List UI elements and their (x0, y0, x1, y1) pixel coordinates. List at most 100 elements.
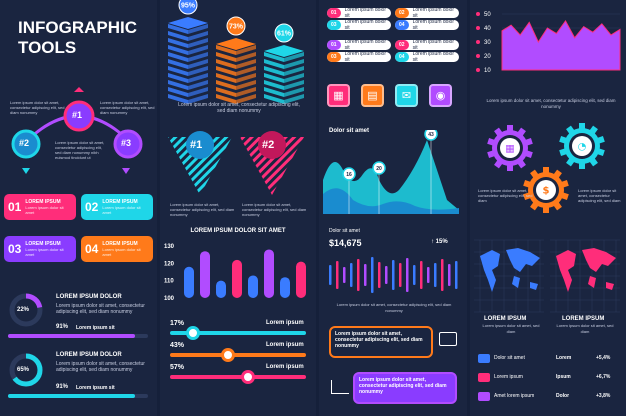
donut-chart-2 (9, 353, 43, 387)
pill-text: Lorem ipsum dolor sit (412, 39, 454, 51)
slider-handle[interactable] (186, 326, 201, 340)
area-chart-2: 50 40 30 20 10 (476, 12, 621, 74)
mail-icon[interactable]: ✉ (395, 84, 418, 107)
stock-bar (392, 260, 395, 290)
pill-number: 01 (327, 8, 341, 18)
card-01[interactable]: 01 LOREM IPSUM Lorem ipsum dolor sit amet (4, 194, 76, 220)
pill-item[interactable]: 03 Lorem ipsum dolor sit (327, 51, 391, 63)
slider-label: Lorem ipsum (266, 364, 304, 370)
card-sub: Lorem ipsum dolor sit amet (25, 247, 64, 257)
area2-caption: Lorem ipsum dolor sit amet, consectetur … (486, 98, 616, 109)
slider-label: Lorem ipsum (266, 342, 304, 348)
calendar-gear: ▦ (487, 125, 533, 171)
pill-item[interactable]: 04 Lorem ipsum dolor sit (395, 19, 459, 31)
pill-text: Lorem ipsum dolor sit (412, 7, 454, 19)
card-sub: Lorem ipsum dolor sit amet (25, 205, 64, 215)
bar (296, 261, 306, 298)
column-3: Dolor sit amet 16 20 43 Dolor sit amet $14… (319, 0, 467, 416)
pill-text: Lorem ipsum dolor sit (344, 51, 386, 63)
pill-number: 03 (327, 52, 341, 62)
column-2: 95% 73% 61% Lorem ipsum dolor sit amet, co… (160, 0, 316, 416)
bar-chart-title: LOREM IPSUM DOLOR SIT AMET (190, 228, 286, 234)
cube-value-bubble (226, 16, 246, 36)
cube-value-label: 61% (277, 31, 292, 38)
stock-bar-chart (329, 257, 458, 293)
slider-handle[interactable] (240, 370, 255, 384)
pill-item[interactable]: 04 Lorem ipsum dolor sit (395, 51, 459, 63)
pill-item[interactable]: 02 Lorem ipsum dolor sit (395, 7, 459, 19)
area2-series (501, 20, 621, 71)
cube-bar: 95% (168, 0, 208, 104)
slider-track[interactable] (170, 353, 306, 357)
svg-text:$: $ (543, 186, 550, 197)
slider-label: Lorem ipsum (266, 320, 304, 326)
stock-bar (357, 259, 360, 291)
calendar-icon[interactable]: ▦ (327, 84, 350, 107)
column-1: INFOGRAPHIC TOOLS #1 #2 #3 Lorem ipsum d… (0, 0, 157, 416)
cycle-text-left: Lorem ipsum dolor sit amet, consectetur … (10, 100, 65, 115)
map-2-text: Lorem ipsum dolor sit amet, sed diam (556, 323, 614, 334)
stock-bar (441, 259, 444, 291)
gear-text-right: Lorem ipsum dolor sit amet, consectetur … (578, 188, 621, 203)
stock-value: $14,675 (329, 238, 362, 248)
cube-value-label: 95% (181, 3, 196, 10)
document-icon[interactable]: ▤ (361, 84, 384, 107)
cube-bar-chart: 95% 73% 61% (168, 0, 304, 104)
callout-1-text: Lorem ipsum dolor sit amet, consectetur … (335, 331, 423, 349)
area-series-2 (323, 188, 459, 214)
tick-dot (476, 54, 480, 58)
map-2-title: LOREM IPSUM (562, 316, 605, 322)
camera-icon[interactable]: ◉ (429, 84, 452, 107)
cube-value-label: 73% (229, 24, 244, 31)
bar-tick-label: 120 (164, 261, 175, 267)
bar (200, 251, 210, 298)
bar (216, 280, 226, 298)
donut-chart-1 (9, 293, 43, 327)
svg-text:▦: ▦ (505, 144, 514, 155)
slider-track[interactable] (170, 375, 306, 379)
pill-item[interactable]: 01 Lorem ipsum dolor sit (327, 39, 391, 51)
slider-track[interactable] (170, 331, 306, 335)
stock-bar (336, 261, 339, 289)
cubes-caption: Lorem ipsum dolor sit amet, consectetur … (178, 102, 300, 114)
cycle-node-1: #1 (72, 110, 83, 120)
card-number: 01 (8, 200, 22, 214)
area-point-label: 16 (346, 172, 352, 178)
card-number: 04 (85, 242, 99, 256)
area-point (342, 167, 356, 181)
donut-1-bar-pct: 91% (56, 324, 69, 330)
gear-diagram: ▦ ◔ $ (487, 123, 605, 213)
cube-value-bubble (274, 23, 294, 43)
stock-label: Dolor sit amet (329, 228, 360, 234)
pill-number: 04 (395, 20, 409, 30)
cycle-text-right: Lorem ipsum dolor sit amet, consectetur … (100, 100, 155, 115)
pill-item[interactable]: 03 Lorem ipsum dolor sit (327, 19, 391, 31)
area-point-label: 43 (428, 132, 434, 138)
bar-chart: 130 120 110 100 (164, 244, 306, 302)
stock-bar (343, 267, 346, 283)
donut-1-value: 22% (17, 307, 30, 313)
donut-2-title: LOREM IPSUM DOLOR (56, 352, 122, 358)
map-1-title: LOREM IPSUM (484, 316, 527, 322)
legend-value: +5,4% (596, 355, 611, 361)
stock-bar (350, 263, 353, 287)
slider-handle[interactable] (221, 348, 236, 362)
card-02[interactable]: 02 LOREM IPSUM Lorem ipsum dolor sit amet (81, 194, 153, 220)
stock-bar (329, 265, 332, 285)
funnel-chart (168, 131, 304, 195)
stock-bar (371, 257, 374, 293)
pill-text: Lorem ipsum dolor sit (344, 39, 386, 51)
stock-bar (455, 261, 458, 289)
pill-item[interactable]: 02 Lorem ipsum dolor sit (395, 39, 459, 51)
pill-item[interactable]: 01 Lorem ipsum dolor sit (327, 7, 391, 19)
legend-value: +3,8% (596, 393, 611, 399)
legend-col2: Dolor (556, 393, 570, 399)
legend-label: Amet lorem ipsum (494, 393, 535, 399)
title-line-1: INFOGRAPHIC (18, 18, 137, 37)
map-1-text: Lorem ipsum dolor sit amet, sed diam (482, 323, 540, 334)
slider-percent: 17% (170, 320, 185, 327)
bar-tick-label: 110 (164, 279, 174, 285)
card-03[interactable]: 03 LOREM IPSUM Lorem ipsum dolor sit amet (4, 236, 76, 262)
funnel-1-label: #1 (190, 139, 203, 151)
card-04[interactable]: 04 LOREM IPSUM Lorem ipsum dolor sit amet (81, 236, 153, 262)
